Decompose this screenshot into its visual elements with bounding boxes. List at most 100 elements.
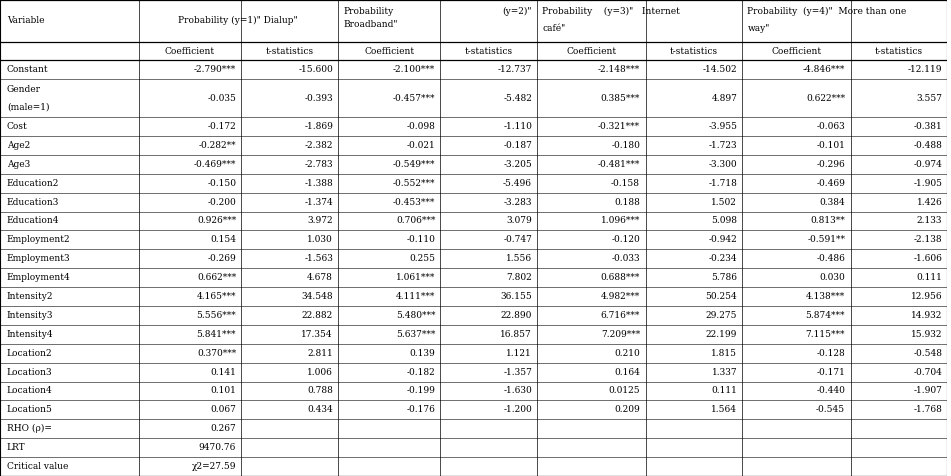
Text: Age3: Age3 (7, 160, 30, 169)
Text: 4.138***: 4.138*** (805, 292, 845, 301)
Text: -0.545: -0.545 (816, 406, 845, 415)
Text: -0.128: -0.128 (816, 349, 845, 358)
Text: 0.210: 0.210 (614, 349, 640, 358)
Text: -0.469: -0.469 (816, 178, 845, 188)
Text: -1.768: -1.768 (913, 406, 942, 415)
Text: -0.033: -0.033 (611, 254, 640, 263)
Text: 5.874***: 5.874*** (805, 311, 845, 320)
Text: LRT: LRT (7, 443, 26, 452)
Text: 7.115***: 7.115*** (805, 330, 845, 339)
Text: -0.548: -0.548 (913, 349, 942, 358)
Text: Location5: Location5 (7, 406, 53, 415)
Text: -0.063: -0.063 (816, 122, 845, 131)
Text: 0.164: 0.164 (614, 367, 640, 377)
Text: 17.354: 17.354 (301, 330, 333, 339)
Text: -1.374: -1.374 (304, 198, 333, 207)
Text: 1.030: 1.030 (307, 236, 333, 244)
Text: 3.972: 3.972 (307, 217, 333, 226)
Text: 0.209: 0.209 (614, 406, 640, 415)
Text: 16.857: 16.857 (500, 330, 533, 339)
Text: 3.557: 3.557 (917, 94, 942, 103)
Text: -1.388: -1.388 (304, 178, 333, 188)
Text: 4.678: 4.678 (307, 273, 333, 282)
Text: 1.006: 1.006 (307, 367, 333, 377)
Text: 1.556: 1.556 (506, 254, 533, 263)
Text: -0.187: -0.187 (503, 141, 533, 150)
Text: Employment4: Employment4 (7, 273, 70, 282)
Text: -0.549***: -0.549*** (393, 160, 436, 169)
Text: -3.283: -3.283 (504, 198, 533, 207)
Text: 4.897: 4.897 (711, 94, 737, 103)
Text: 9470.76: 9470.76 (199, 443, 236, 452)
Text: Coefficient: Coefficient (566, 47, 616, 56)
Text: 36.155: 36.155 (500, 292, 533, 301)
Text: 0.154: 0.154 (210, 236, 236, 244)
Text: -0.199: -0.199 (406, 387, 436, 396)
Text: 5.098: 5.098 (711, 217, 737, 226)
Text: -0.591**: -0.591** (807, 236, 845, 244)
Text: t-statistics: t-statistics (670, 47, 718, 56)
Text: Constant: Constant (7, 65, 49, 74)
Text: 0.370***: 0.370*** (197, 349, 236, 358)
Text: 6.716***: 6.716*** (601, 311, 640, 320)
Text: -0.481***: -0.481*** (597, 160, 640, 169)
Text: -0.942: -0.942 (708, 236, 737, 244)
Text: -0.176: -0.176 (406, 406, 436, 415)
Text: 0.706***: 0.706*** (396, 217, 436, 226)
Text: 0.111: 0.111 (711, 387, 737, 396)
Text: Probability (y=1)" Dialup": Probability (y=1)" Dialup" (179, 16, 298, 25)
Text: 0.139: 0.139 (410, 349, 436, 358)
Text: 0.384: 0.384 (820, 198, 845, 207)
Text: 12.956: 12.956 (911, 292, 942, 301)
Text: -0.457***: -0.457*** (393, 94, 436, 103)
Text: 22.199: 22.199 (706, 330, 737, 339)
Text: -5.482: -5.482 (503, 94, 533, 103)
Text: 0.067: 0.067 (210, 406, 236, 415)
Text: Education2: Education2 (7, 178, 59, 188)
Text: -0.110: -0.110 (406, 236, 436, 244)
Text: 0.662***: 0.662*** (197, 273, 236, 282)
Text: 14.932: 14.932 (911, 311, 942, 320)
Text: 5.480***: 5.480*** (396, 311, 436, 320)
Text: -4.846***: -4.846*** (803, 65, 845, 74)
Text: Location2: Location2 (7, 349, 52, 358)
Text: -0.552***: -0.552*** (393, 178, 436, 188)
Text: 1.564: 1.564 (711, 406, 737, 415)
Text: (y=2)": (y=2)" (502, 7, 533, 16)
Text: -1.905: -1.905 (913, 178, 942, 188)
Text: 0.813**: 0.813** (810, 217, 845, 226)
Text: Employment3: Employment3 (7, 254, 70, 263)
Text: -0.158: -0.158 (611, 178, 640, 188)
Text: -0.282**: -0.282** (199, 141, 236, 150)
Text: Intensity3: Intensity3 (7, 311, 53, 320)
Text: -2.148***: -2.148*** (598, 65, 640, 74)
Text: 0.788: 0.788 (307, 387, 333, 396)
Text: 7.802: 7.802 (506, 273, 533, 282)
Text: 0.255: 0.255 (409, 254, 436, 263)
Text: t-statistics: t-statistics (465, 47, 513, 56)
Text: Probability  (y=4)"  More than one: Probability (y=4)" More than one (747, 7, 906, 16)
Text: -1.718: -1.718 (708, 178, 737, 188)
Text: 1.061***: 1.061*** (396, 273, 436, 282)
Text: -0.180: -0.180 (611, 141, 640, 150)
Text: café": café" (542, 24, 566, 33)
Text: Age2: Age2 (7, 141, 30, 150)
Text: -0.488: -0.488 (913, 141, 942, 150)
Text: -0.747: -0.747 (503, 236, 533, 244)
Text: 0.101: 0.101 (210, 387, 236, 396)
Text: -0.035: -0.035 (207, 94, 236, 103)
Text: Employment2: Employment2 (7, 236, 70, 244)
Text: 0.141: 0.141 (210, 367, 236, 377)
Text: -1.630: -1.630 (503, 387, 533, 396)
Text: 7.209***: 7.209*** (601, 330, 640, 339)
Text: 2.811: 2.811 (307, 349, 333, 358)
Text: 0.0125: 0.0125 (609, 387, 640, 396)
Text: -0.440: -0.440 (816, 387, 845, 396)
Text: 22.882: 22.882 (301, 311, 333, 320)
Text: 4.111***: 4.111*** (396, 292, 436, 301)
Text: 0.688***: 0.688*** (601, 273, 640, 282)
Text: 0.926***: 0.926*** (197, 217, 236, 226)
Text: 5.556***: 5.556*** (197, 311, 236, 320)
Text: -5.496: -5.496 (503, 178, 533, 188)
Text: 50.254: 50.254 (706, 292, 737, 301)
